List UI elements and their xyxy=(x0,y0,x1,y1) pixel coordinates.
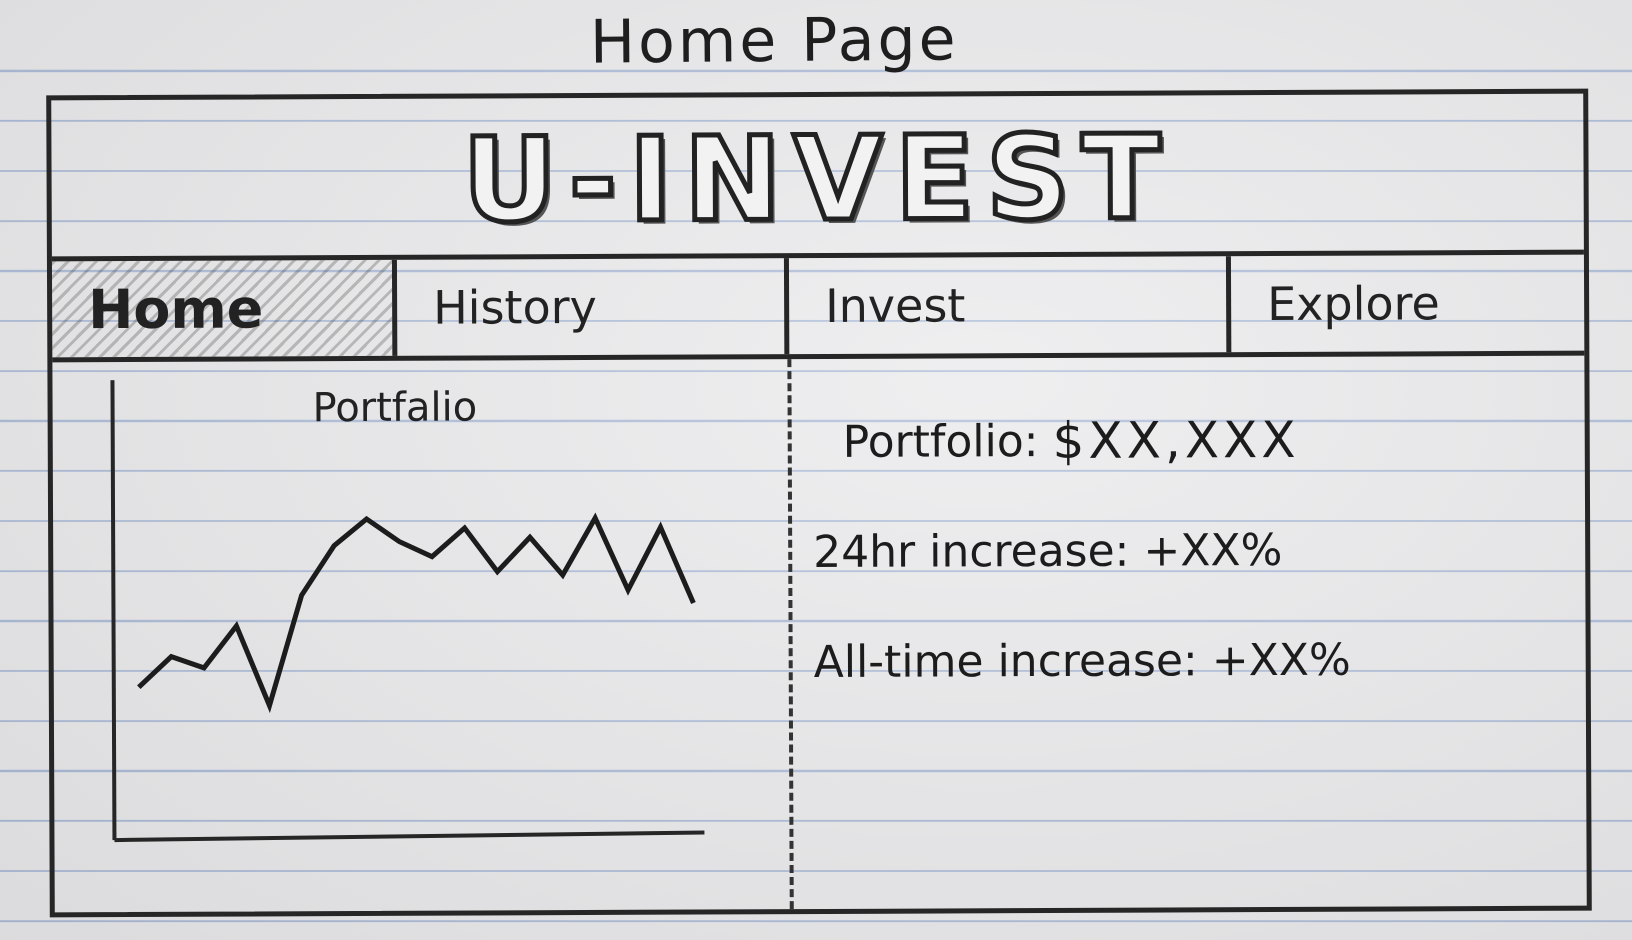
chart-series-line xyxy=(137,512,696,714)
app-window: U-INVEST Home History Invest Explore Por… xyxy=(46,88,1592,918)
tab-history[interactable]: History xyxy=(396,258,790,356)
chart-title: Portfalio xyxy=(312,384,478,432)
24hr-label: 24hr increase: xyxy=(813,525,1130,578)
sketch-title: Home Page xyxy=(589,4,959,78)
portfolio-chart[interactable] xyxy=(72,377,754,850)
chart-y-axis xyxy=(110,380,117,841)
tab-home[interactable]: Home xyxy=(51,259,398,358)
tab-explore[interactable]: Explore xyxy=(1267,276,1440,332)
portfolio-value: $XX,XXX xyxy=(1052,410,1300,470)
alltime-value: +XX% xyxy=(1211,634,1351,686)
portfolio-label: Portfolio: xyxy=(842,415,1039,468)
portfolio-chart-panel: Portfalio xyxy=(72,377,754,850)
app-header: U-INVEST xyxy=(51,93,1584,262)
chart-x-axis xyxy=(114,830,705,843)
tab-invest[interactable]: Invest xyxy=(788,256,1232,355)
panel-divider xyxy=(787,359,794,910)
app-logo[interactable]: U-INVEST xyxy=(460,107,1176,250)
nav-bar: Home History Invest Explore xyxy=(51,254,1585,363)
stat-alltime-increase: All-time increase: +XX% xyxy=(813,604,1575,717)
stat-portfolio-value: Portfolio: $XX,XXX xyxy=(812,384,1574,497)
24hr-value: +XX% xyxy=(1143,524,1283,577)
alltime-label: All-time increase: xyxy=(813,634,1198,688)
stat-24hr-increase: 24hr increase: +XX% xyxy=(813,494,1575,607)
portfolio-stats: Portfolio: $XX,XXX 24hr increase: +XX% A… xyxy=(812,384,1575,717)
